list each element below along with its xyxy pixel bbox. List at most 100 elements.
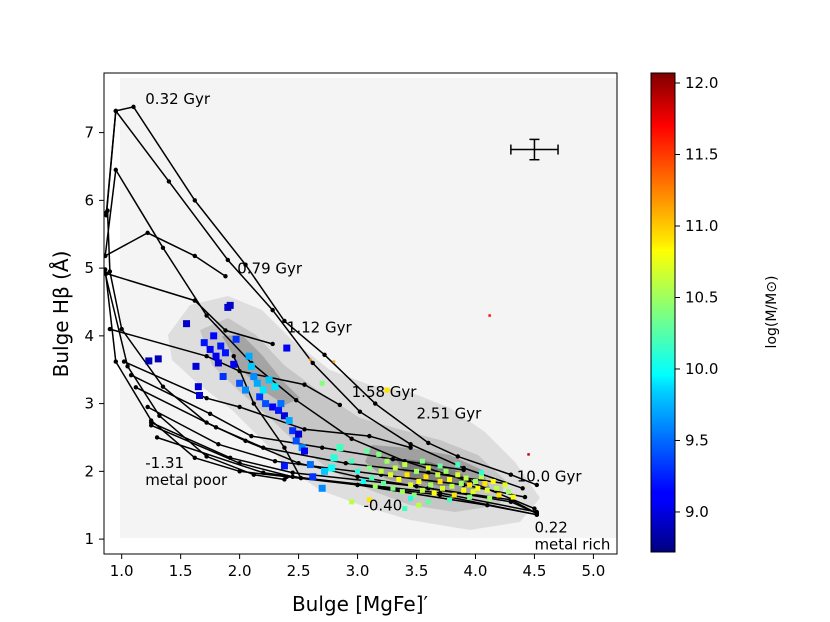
age-line-node bbox=[249, 433, 254, 439]
colorbar-tick-label: 11.5 bbox=[685, 146, 718, 164]
age-line-node bbox=[390, 456, 396, 462]
scatter-point bbox=[306, 461, 314, 469]
colorbar-tick-label: 12.0 bbox=[685, 74, 718, 92]
metallicity-line-node bbox=[157, 413, 162, 418]
plot-frame bbox=[103, 72, 618, 555]
y-tick-label: 3 bbox=[84, 395, 94, 413]
metallicity-line-node bbox=[119, 326, 124, 332]
metallicity-line-node bbox=[520, 486, 525, 491]
scatter-point bbox=[390, 485, 396, 491]
scatter-points bbox=[145, 301, 530, 512]
age-line-node bbox=[145, 230, 150, 236]
scatter-point bbox=[349, 458, 355, 464]
age-line-node bbox=[270, 341, 275, 347]
age-line-node bbox=[121, 359, 127, 364]
scatter-point bbox=[455, 462, 461, 468]
scatter-point bbox=[256, 393, 264, 401]
metallicity-line-node bbox=[125, 364, 130, 369]
age-line-node bbox=[107, 326, 113, 332]
age-line-node bbox=[148, 423, 154, 428]
metallicity-line-node bbox=[322, 352, 327, 358]
scatter-point bbox=[470, 489, 476, 495]
age-line-node bbox=[408, 445, 413, 450]
scatter-point bbox=[478, 474, 484, 480]
metallicity-line-node bbox=[534, 512, 540, 517]
age-line-node bbox=[223, 274, 228, 279]
colorbar-tick-label: 9.5 bbox=[685, 431, 709, 449]
scatter-point bbox=[280, 462, 288, 470]
scatter-point bbox=[214, 359, 222, 367]
scatter-point bbox=[271, 383, 279, 391]
metallicity-line-2 bbox=[104, 167, 535, 510]
metallicity-line-node bbox=[104, 271, 108, 276]
scatter-point bbox=[502, 482, 508, 488]
metallicity-line-node bbox=[113, 108, 118, 114]
scatter-point bbox=[355, 468, 361, 474]
scatter-point bbox=[332, 360, 336, 363]
age-line-node bbox=[192, 253, 198, 259]
scatter-point bbox=[230, 360, 238, 368]
scatter-point bbox=[366, 465, 372, 471]
scatter-point bbox=[443, 468, 449, 474]
y-axis-label: Bulge Hβ (Å) bbox=[49, 251, 73, 378]
age-line-node bbox=[272, 458, 278, 464]
metallicity-line-node bbox=[282, 318, 287, 324]
metallicity-line-node bbox=[225, 257, 231, 263]
x-tick-label: 2.5 bbox=[287, 562, 311, 580]
scatter-point bbox=[455, 472, 461, 478]
metallicity-line-1 bbox=[105, 108, 523, 490]
scatter-point bbox=[262, 400, 270, 408]
scatter-point bbox=[408, 495, 414, 501]
scatter-point bbox=[408, 482, 414, 488]
scatter-point bbox=[482, 481, 488, 487]
scatter-point bbox=[183, 320, 191, 328]
scatter-point bbox=[447, 497, 453, 503]
grid-labels: 0.32 Gyr 0.79 Gyr 1.12 Gyr 1.58 Gyr 2.51 Gyr… bbox=[145, 90, 610, 553]
scatter-point bbox=[419, 458, 425, 464]
metallicity-line-node bbox=[437, 492, 443, 498]
scatter-point bbox=[392, 465, 398, 471]
scatter-point bbox=[330, 454, 338, 462]
x-axis: 1.0 1.5 2.0 2.5 3.0 3.5 4.0 4.5 5.0 bbox=[110, 554, 605, 580]
scatter-point bbox=[435, 472, 441, 478]
scatter-point bbox=[488, 314, 491, 317]
metallicity-line-node bbox=[204, 454, 209, 459]
scatter-point bbox=[396, 476, 402, 482]
x-tick-label: 4.5 bbox=[523, 562, 547, 580]
scatter-point bbox=[411, 492, 417, 498]
age-line-node bbox=[204, 353, 209, 359]
metallicity-line-node bbox=[355, 474, 360, 479]
scatter-point bbox=[283, 344, 291, 352]
age-line-node bbox=[133, 385, 139, 390]
scatter-point bbox=[289, 427, 297, 435]
scatter-point bbox=[194, 383, 202, 391]
scatter-point bbox=[300, 447, 308, 455]
metallicity-line-node bbox=[192, 198, 198, 203]
scatter-point bbox=[494, 485, 500, 491]
scatter-point bbox=[250, 373, 258, 381]
scatter-point bbox=[399, 489, 405, 495]
scatter-point bbox=[336, 444, 344, 452]
age-line-5 bbox=[135, 386, 506, 485]
metallicity-line-node bbox=[104, 253, 108, 259]
metallicity-line-node bbox=[298, 475, 304, 481]
scatter-point bbox=[366, 497, 372, 503]
colorbar-tick-label: 9.0 bbox=[685, 503, 709, 521]
age-label: 0.79 Gyr bbox=[237, 260, 303, 278]
metallicity-line-node bbox=[534, 482, 540, 488]
x-tick-label: 1.5 bbox=[169, 562, 193, 580]
scatter-point bbox=[376, 451, 382, 457]
metallicity-line-node bbox=[461, 465, 466, 471]
scatter-point bbox=[451, 492, 457, 498]
scatter-point bbox=[384, 458, 390, 464]
scatter-point bbox=[265, 376, 273, 384]
scatter-point bbox=[226, 301, 234, 309]
metallicity-line-node bbox=[455, 454, 460, 459]
scatter-point bbox=[388, 472, 394, 478]
metallicity-line-5 bbox=[104, 273, 285, 481]
metallicity-line-node bbox=[251, 401, 256, 406]
metallicity-line-node bbox=[243, 438, 248, 444]
scatter-point bbox=[309, 358, 312, 361]
scatter-point bbox=[478, 470, 484, 476]
